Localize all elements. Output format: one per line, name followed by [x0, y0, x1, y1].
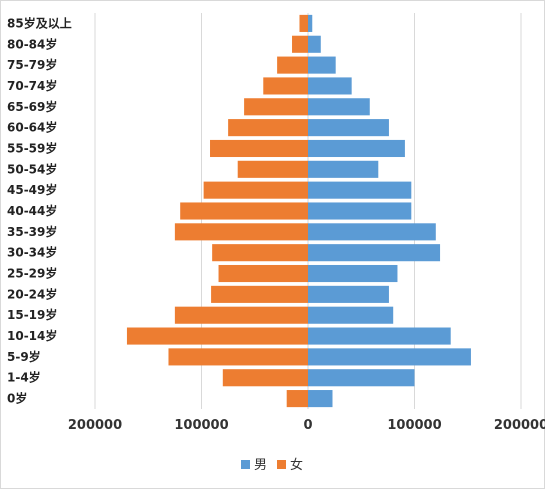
bar-male-16	[308, 56, 336, 74]
bar-female-2	[168, 348, 308, 366]
bar-female-3	[126, 327, 308, 345]
x-tick-label: 200000	[68, 418, 122, 433]
category-label: 10-14岁	[7, 328, 57, 343]
bar-female-11	[237, 160, 308, 178]
category-label: 15-19岁	[7, 307, 57, 322]
bar-female-10	[203, 181, 308, 199]
legend-label-female: 女	[290, 457, 303, 473]
category-label: 0岁	[7, 391, 27, 406]
bar-female-4	[174, 306, 308, 324]
legend-swatch-female	[277, 460, 286, 469]
category-label: 1-4岁	[7, 370, 41, 385]
x-tick-label: 100000	[387, 418, 441, 433]
bar-male-8	[308, 223, 436, 241]
bar-male-4	[308, 306, 394, 324]
bar-female-7	[212, 244, 308, 262]
bar-female-16	[277, 56, 308, 74]
bar-male-12	[308, 139, 405, 158]
x-tick-label: 200000	[494, 418, 545, 433]
bar-female-5	[211, 285, 308, 303]
bar-male-10	[308, 181, 412, 199]
category-label: 45-49岁	[7, 182, 57, 197]
x-tick-label: 0	[303, 418, 312, 433]
bar-male-18	[308, 14, 313, 32]
bar-male-15	[308, 77, 352, 95]
category-label: 50-54岁	[7, 161, 57, 176]
category-label: 85岁及以上	[7, 15, 72, 30]
category-label: 75-79岁	[7, 57, 57, 72]
bar-male-17	[308, 35, 321, 53]
bar-female-12	[210, 139, 308, 158]
x-tick-label: 100000	[174, 418, 228, 433]
bar-male-0	[308, 390, 333, 408]
bar-male-3	[308, 327, 451, 345]
category-label: 55-59岁	[7, 140, 57, 155]
bar-male-9	[308, 202, 412, 220]
bar-male-11	[308, 160, 379, 178]
bar-male-1	[308, 369, 415, 387]
legend-label-male: 男	[254, 458, 267, 473]
category-label: 35-39岁	[7, 224, 57, 239]
bar-female-6	[218, 264, 308, 283]
bar-female-13	[228, 119, 308, 137]
category-label: 70-74岁	[7, 78, 57, 93]
category-label: 40-44岁	[7, 203, 57, 218]
bar-male-14	[308, 98, 370, 116]
bar-male-5	[308, 285, 389, 303]
legend-swatch-male	[241, 460, 250, 469]
bar-male-2	[308, 348, 471, 366]
bar-female-14	[244, 98, 308, 116]
category-label: 5-9岁	[7, 349, 41, 364]
category-label: 25-29岁	[7, 266, 57, 281]
bar-female-15	[263, 77, 308, 95]
category-label: 65-69岁	[7, 99, 57, 114]
bar-female-17	[292, 35, 308, 53]
bar-female-9	[180, 202, 308, 220]
bar-male-6	[308, 264, 398, 283]
category-label: 80-84岁	[7, 36, 57, 51]
bar-male-7	[308, 244, 441, 262]
category-label: 30-34岁	[7, 245, 57, 260]
bar-female-1	[222, 369, 308, 387]
category-label: 60-64岁	[7, 120, 57, 135]
bar-male-13	[308, 119, 389, 137]
bar-female-0	[286, 390, 308, 408]
category-label: 20-24岁	[7, 286, 57, 301]
bar-female-8	[174, 223, 308, 241]
bar-female-18	[299, 14, 308, 32]
